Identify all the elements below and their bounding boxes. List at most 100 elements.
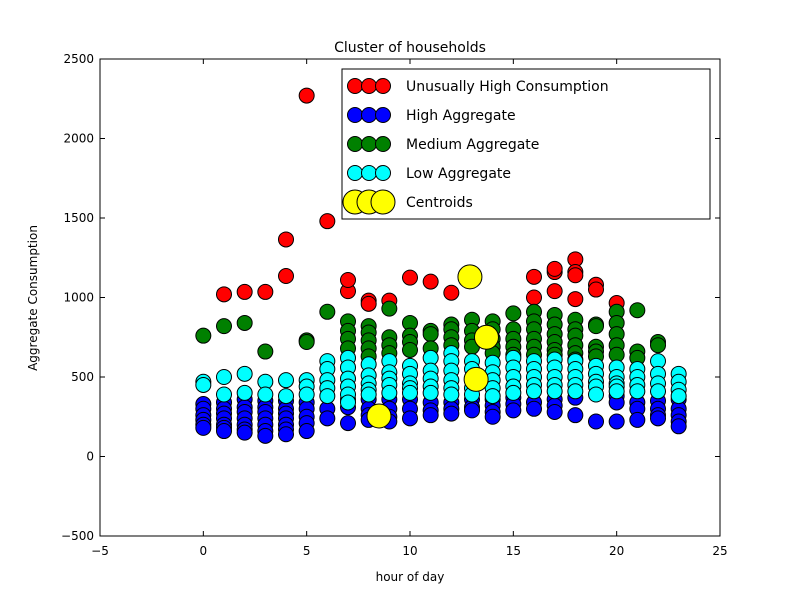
high-aggregate-point bbox=[340, 415, 356, 432]
x-axis-label: hour of day bbox=[376, 570, 445, 584]
medium-aggregate-point bbox=[505, 305, 522, 322]
legend-marker-centroids bbox=[370, 189, 396, 215]
low-aggregate-point bbox=[650, 383, 666, 400]
low-aggregate-point bbox=[236, 365, 253, 382]
medium-aggregate-point bbox=[422, 326, 439, 343]
low-aggregate-point bbox=[340, 394, 356, 411]
low-aggregate-point bbox=[236, 384, 253, 401]
medium-aggregate-point bbox=[319, 303, 336, 320]
medium-aggregate-point bbox=[588, 318, 604, 335]
legend-marker-unusually-high-consumption bbox=[361, 78, 377, 94]
low-aggregate-point bbox=[216, 386, 232, 403]
low-aggregate-point bbox=[670, 388, 687, 405]
centroids-point bbox=[473, 324, 499, 350]
low-aggregate-point bbox=[278, 388, 294, 405]
high-aggregate-point bbox=[257, 427, 274, 444]
legend-marker-medium-aggregate bbox=[375, 136, 391, 152]
y-axis-label: Aggregate Consumption bbox=[26, 225, 40, 371]
high-aggregate-point bbox=[670, 418, 687, 435]
data-markers bbox=[195, 87, 687, 444]
low-aggregate-point bbox=[402, 384, 418, 401]
high-aggregate-point bbox=[402, 410, 418, 427]
low-aggregate-point bbox=[484, 388, 501, 405]
medium-aggregate-point bbox=[216, 318, 232, 335]
unusually-high-consumption-point bbox=[340, 272, 356, 289]
low-aggregate-point bbox=[443, 386, 460, 403]
y-tick-label: 1000 bbox=[63, 291, 94, 305]
legend-marker-high-aggregate bbox=[375, 107, 391, 123]
legend-label-unusually-high-consumption: Unusually High Consumption bbox=[406, 79, 609, 95]
medium-aggregate-point bbox=[298, 334, 315, 351]
low-aggregate-point bbox=[588, 386, 604, 403]
low-aggregate-point bbox=[278, 372, 294, 389]
centroids-point bbox=[366, 403, 392, 429]
medium-aggregate-point bbox=[195, 327, 212, 344]
high-aggregate-point bbox=[567, 407, 584, 424]
unusually-high-consumption-point bbox=[319, 213, 336, 230]
high-aggregate-point bbox=[588, 413, 604, 430]
high-aggregate-point bbox=[505, 402, 522, 419]
high-aggregate-point bbox=[319, 410, 336, 427]
unusually-high-consumption-point bbox=[422, 273, 439, 290]
centroids-point bbox=[463, 366, 489, 392]
centroids-point bbox=[457, 264, 483, 290]
high-aggregate-point bbox=[546, 403, 563, 420]
low-aggregate-point bbox=[422, 384, 439, 401]
legend-marker-high-aggregate bbox=[347, 107, 363, 123]
unusually-high-consumption-point bbox=[567, 267, 584, 284]
high-aggregate-point bbox=[608, 413, 625, 430]
y-tick-label: 0 bbox=[86, 450, 94, 464]
low-aggregate-point bbox=[257, 386, 274, 403]
unusually-high-consumption-point bbox=[588, 281, 604, 298]
high-aggregate-point bbox=[298, 423, 315, 440]
medium-aggregate-point bbox=[629, 302, 646, 319]
low-aggregate-point bbox=[526, 383, 542, 400]
medium-aggregate-point bbox=[402, 341, 418, 358]
medium-aggregate-point bbox=[236, 314, 253, 331]
high-aggregate-point bbox=[216, 423, 232, 440]
unusually-high-consumption-point bbox=[546, 260, 563, 277]
unusually-high-consumption-point bbox=[278, 268, 294, 285]
medium-aggregate-point bbox=[381, 300, 398, 317]
y-tick-label: 1500 bbox=[63, 211, 94, 225]
x-tick-label: 25 bbox=[712, 544, 727, 558]
x-axis-ticks: −5 0 5 10 15 20 25 bbox=[91, 59, 728, 558]
medium-aggregate-point bbox=[650, 337, 666, 354]
legend-marker-low-aggregate bbox=[375, 165, 391, 181]
medium-aggregate-point bbox=[257, 343, 274, 360]
high-aggregate-point bbox=[650, 410, 666, 427]
high-aggregate-point bbox=[484, 408, 501, 425]
unusually-high-consumption-point bbox=[236, 283, 253, 300]
legend-marker-high-aggregate bbox=[361, 107, 377, 123]
low-aggregate-point bbox=[608, 383, 625, 400]
unusually-high-consumption-point bbox=[360, 295, 377, 312]
high-aggregate-point bbox=[443, 405, 460, 422]
legend-box bbox=[341, 68, 711, 220]
legend-marker-low-aggregate bbox=[361, 165, 377, 181]
high-aggregate-point bbox=[236, 424, 253, 441]
low-aggregate-point bbox=[298, 386, 315, 403]
y-tick-label: 2500 bbox=[63, 52, 94, 66]
x-tick-label: 5 bbox=[303, 544, 311, 558]
low-aggregate-point bbox=[195, 376, 212, 393]
low-aggregate-point bbox=[319, 388, 336, 405]
high-aggregate-point bbox=[464, 402, 480, 419]
unusually-high-consumption-point bbox=[278, 231, 294, 248]
legend-label-centroids: Centroids bbox=[406, 195, 473, 211]
low-aggregate-point bbox=[216, 369, 232, 385]
high-aggregate-point bbox=[278, 426, 294, 443]
high-aggregate-point bbox=[195, 419, 212, 436]
x-tick-label: 0 bbox=[200, 544, 208, 558]
legend-marker-low-aggregate bbox=[347, 165, 363, 181]
unusually-high-consumption-point bbox=[526, 268, 542, 285]
chart-title: Cluster of households bbox=[334, 40, 486, 56]
unusually-high-consumption-point bbox=[567, 291, 584, 308]
low-aggregate-point bbox=[546, 383, 563, 400]
unusually-high-consumption-point bbox=[443, 284, 460, 301]
y-axis-ticks: −500 0 500 1000 1500 2000 2500 bbox=[61, 52, 720, 543]
high-aggregate-point bbox=[422, 407, 439, 424]
unusually-high-consumption-point bbox=[526, 289, 542, 306]
x-tick-label: 20 bbox=[609, 544, 624, 558]
x-tick-label: 15 bbox=[506, 544, 521, 558]
